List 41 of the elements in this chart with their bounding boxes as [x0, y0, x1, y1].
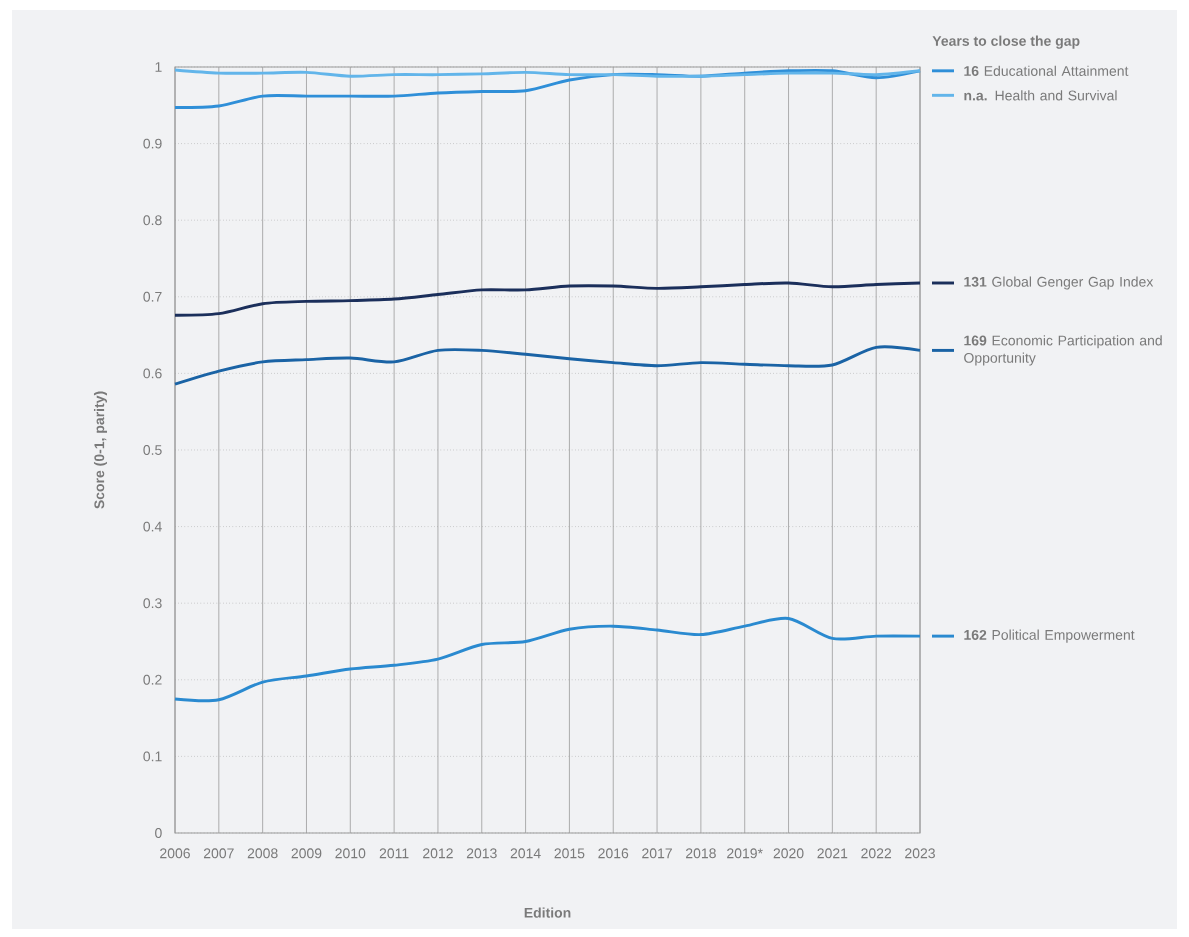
- y-tick-label: 0.2: [143, 674, 162, 685]
- x-tick-label: 2021: [817, 848, 848, 859]
- x-tick-label: 2015: [554, 848, 585, 859]
- line-series: [173, 68, 922, 78]
- x-tick-label: 2018: [686, 848, 716, 859]
- x-tick-label: 2022: [861, 848, 892, 859]
- line-series: [173, 616, 922, 703]
- x-tick-label: 2017: [642, 848, 672, 859]
- y-tick-label: 1: [155, 62, 162, 72]
- x-tick-label: 2020: [773, 848, 804, 859]
- x-tick-label: 2006: [160, 848, 190, 859]
- x-tick-label: 2009: [291, 848, 322, 859]
- x-tick-label: 2013: [466, 848, 497, 859]
- y-tick-label: 0.7: [143, 291, 162, 302]
- x-tick-label: 2010: [335, 848, 366, 859]
- x-tick-label: 2012: [423, 848, 453, 859]
- y-tick-label: 0.9: [143, 138, 162, 149]
- legend-label: 131 Global Genger Gap Index: [964, 276, 1154, 290]
- x-tick-label: 2019*: [727, 848, 763, 859]
- x-axis-title: Edition: [524, 907, 571, 918]
- y-tick-label: 0.4: [143, 521, 162, 532]
- legend-title: Years to close the gap: [932, 35, 1080, 49]
- x-tick-label: 2016: [598, 848, 629, 859]
- y-tick-label: 0.5: [143, 445, 162, 455]
- y-tick-label: 0.3: [143, 598, 162, 609]
- x-tick-label: 2014: [510, 848, 541, 859]
- legend-label: 169 Economic Participation and Opportunity: [964, 335, 1162, 366]
- legend-label: 162 Political Empowerment: [964, 629, 1135, 643]
- line-series: [173, 281, 922, 317]
- x-tick-label: 2023: [905, 848, 935, 859]
- y-tick-label: 0.6: [143, 368, 162, 379]
- y-axis-title: Score (0-1, parity): [93, 391, 108, 509]
- x-tick-label: 2007: [203, 848, 234, 859]
- line-series: [173, 345, 922, 386]
- x-tick-label: 2011: [379, 848, 409, 859]
- y-tick-label: 0: [155, 828, 162, 838]
- legend-label: 16 Educational Attainment: [964, 65, 1129, 76]
- y-tick-label: 0.1: [143, 751, 162, 762]
- legend-label: n.a. Health and Survival: [964, 90, 1117, 101]
- y-tick-label: 0.8: [143, 215, 162, 226]
- x-tick-label: 2008: [247, 848, 278, 859]
